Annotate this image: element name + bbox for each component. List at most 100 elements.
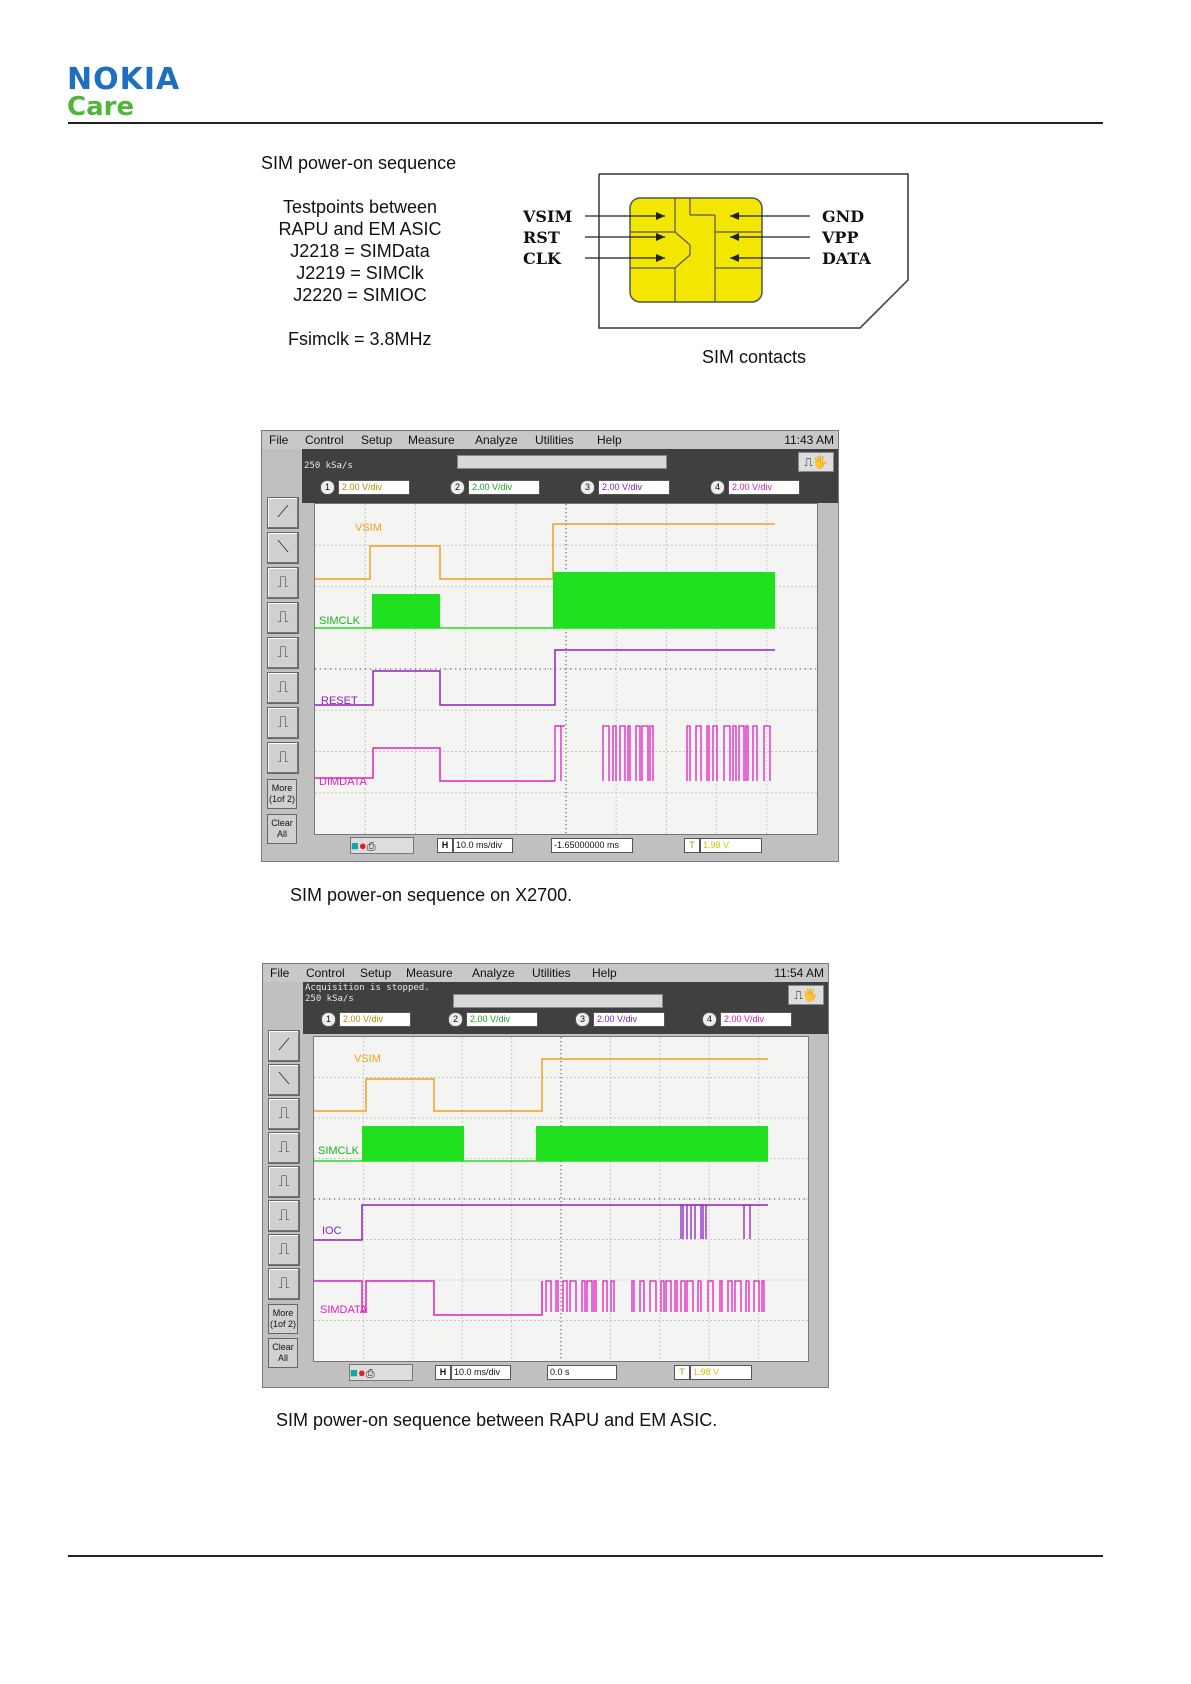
status-line: Acquisition is stopped. xyxy=(305,983,430,993)
trace-label-reset: RESET xyxy=(321,695,358,707)
sim-label-data: DATA xyxy=(822,249,871,268)
info-title: SIM power-on sequence xyxy=(261,153,457,173)
menu-control[interactable]: Control xyxy=(306,966,345,980)
menu-utilities[interactable]: Utilities xyxy=(535,433,574,447)
memory-bar[interactable] xyxy=(457,455,667,469)
menu-utilities[interactable]: Utilities xyxy=(532,966,571,980)
trigger-rising-edge-icon[interactable]: ⟋ xyxy=(268,1030,300,1062)
pulse-width-icon[interactable]: ⎍ xyxy=(267,567,299,599)
menu-help[interactable]: Help xyxy=(597,433,622,447)
trigger-icon: T xyxy=(684,838,700,853)
channel-1-control[interactable]: 1 2.00 V/div xyxy=(321,1012,411,1028)
info-line: J2218 = SIMData xyxy=(290,241,430,261)
run-stop-icon[interactable]: ⎍🖐 xyxy=(798,452,834,472)
more-button[interactable]: More (1of 2) xyxy=(267,779,297,809)
channel-4-control[interactable]: 4 2.00 V/div xyxy=(710,480,800,496)
rise-time-icon[interactable]: ⎍ xyxy=(267,637,299,669)
channel-3-control[interactable]: 3 2.00 V/div xyxy=(580,480,670,496)
sim-label-gnd: GND xyxy=(822,207,865,226)
menu-control[interactable]: Control xyxy=(305,433,344,447)
run-stop-icon[interactable]: ⎍🖐 xyxy=(788,985,824,1005)
trigger-icon: T xyxy=(674,1365,690,1380)
memory-bar[interactable] xyxy=(453,994,663,1008)
sim-contacts-caption: SIM contacts xyxy=(702,347,807,367)
footer-rule xyxy=(68,1555,1103,1557)
menu-analyze[interactable]: Analyze xyxy=(472,966,515,980)
status-line: 250 kSa/s xyxy=(305,994,354,1004)
trace-simclk-burst xyxy=(536,1126,768,1161)
menu-setup[interactable]: Setup xyxy=(361,433,393,447)
trace-vsim xyxy=(315,523,775,580)
sim-contacts-diagram xyxy=(585,173,909,329)
amplitude-icon[interactable]: ⎍ xyxy=(268,1200,300,1232)
period-icon[interactable]: ⎍ xyxy=(267,707,299,739)
menu-measure[interactable]: Measure xyxy=(406,966,453,980)
scope-menu-bar: File Control Setup Measure Analyze Utili… xyxy=(262,431,838,449)
trace-label-data: DIMDATA xyxy=(319,776,367,788)
amplitude-icon[interactable]: ⎍ xyxy=(267,672,299,704)
channel-2-control[interactable]: 2 2.00 V/div xyxy=(448,1012,538,1028)
oscilloscope-window-2: File Control Setup Measure Analyze Utili… xyxy=(262,963,829,1388)
pulse-glitch-icon[interactable]: ⎍ xyxy=(267,602,299,634)
trace-data-pulses xyxy=(554,725,771,781)
trace-label-simclk: SIMCLK xyxy=(319,615,360,627)
channel-4-control[interactable]: 4 2.00 V/div xyxy=(702,1012,792,1028)
info-line: J2220 = SIMIOC xyxy=(293,285,427,305)
status-line: 250 kSa/s xyxy=(304,461,353,471)
stop-run-buttons[interactable]: ■●⎙ xyxy=(350,837,414,854)
pulse-glitch-icon[interactable]: ⎍ xyxy=(268,1132,300,1164)
trigger-falling-edge-icon[interactable]: ⟍ xyxy=(267,532,299,564)
more-button[interactable]: More (1of 2) xyxy=(268,1304,298,1334)
care-logo: Care xyxy=(67,92,135,122)
contact-leads xyxy=(585,215,810,259)
channel-1-control[interactable]: 1 2.00 V/div xyxy=(320,480,410,496)
sim-label-clk: CLK xyxy=(523,249,561,268)
trigger-level-field[interactable]: 1.98 V xyxy=(700,838,762,853)
menu-measure[interactable]: Measure xyxy=(408,433,455,447)
scope-caption-2: SIM power-on sequence between RAPU and E… xyxy=(276,1410,718,1430)
delay-icon[interactable]: ⎍ xyxy=(268,1268,300,1300)
trace-label-vsim: VSIM xyxy=(355,522,382,534)
sim-label-vsim: VSIM xyxy=(523,207,573,226)
stop-run-buttons[interactable]: ■●⎙ xyxy=(349,1364,413,1381)
trace-label-ioc: IOC xyxy=(322,1225,342,1237)
waveform-display: VSIM SIMCLK RESET DIMDATA xyxy=(314,503,818,835)
delay-field[interactable]: -1.65000000 ms xyxy=(551,838,633,853)
trigger-rising-edge-icon[interactable]: ⟋ xyxy=(267,497,299,529)
info-line: Testpoints between xyxy=(282,197,438,217)
menu-setup[interactable]: Setup xyxy=(360,966,392,980)
sim-card-outline xyxy=(598,173,909,329)
menu-analyze[interactable]: Analyze xyxy=(475,433,518,447)
clock-readout: 11:43 AM xyxy=(784,433,834,447)
menu-file[interactable]: File xyxy=(270,966,290,980)
channel-3-control[interactable]: 3 2.00 V/div xyxy=(575,1012,665,1028)
period-icon[interactable]: ⎍ xyxy=(268,1234,300,1266)
trigger-level-field[interactable]: 1.98 V xyxy=(690,1365,752,1380)
clear-all-button[interactable]: Clear All xyxy=(268,1338,298,1368)
waveform-svg xyxy=(314,1037,808,1361)
rise-time-icon[interactable]: ⎍ xyxy=(268,1166,300,1198)
pulse-width-icon[interactable]: ⎍ xyxy=(268,1098,300,1130)
delay-field[interactable]: 0.0 s xyxy=(547,1365,617,1380)
trigger-falling-edge-icon[interactable]: ⟍ xyxy=(268,1064,300,1096)
waveform-display: VSIM SIMCLK IOC SIMDATA xyxy=(313,1036,809,1362)
trace-label-simclk: SIMCLK xyxy=(318,1145,359,1157)
horizontal-icon: H xyxy=(437,838,453,853)
sim-chip xyxy=(629,197,763,303)
timebase-field[interactable]: 10.0 ms/div xyxy=(453,838,513,853)
trace-ioc-pulses xyxy=(680,1204,751,1239)
channel-2-control[interactable]: 2 2.00 V/div xyxy=(450,480,540,496)
timebase-field[interactable]: 10.0 ms/div xyxy=(451,1365,511,1380)
menu-help[interactable]: Help xyxy=(592,966,617,980)
trace-reset xyxy=(315,649,775,706)
sim-label-rst: RST xyxy=(523,228,560,247)
fsimclk-text: Fsimclk = 3.8MHz xyxy=(288,329,432,349)
horizontal-controls: ■●⎙ H 10.0 ms/div 0.0 s T 1.98 V xyxy=(303,1363,828,1381)
contact-arrows xyxy=(656,212,739,262)
clear-all-button[interactable]: Clear All xyxy=(267,814,297,844)
info-line: RAPU and EM ASIC xyxy=(278,219,442,239)
trace-data xyxy=(315,747,555,782)
delay-icon[interactable]: ⎍ xyxy=(267,742,299,774)
menu-file[interactable]: File xyxy=(269,433,289,447)
trace-data xyxy=(314,1280,543,1316)
